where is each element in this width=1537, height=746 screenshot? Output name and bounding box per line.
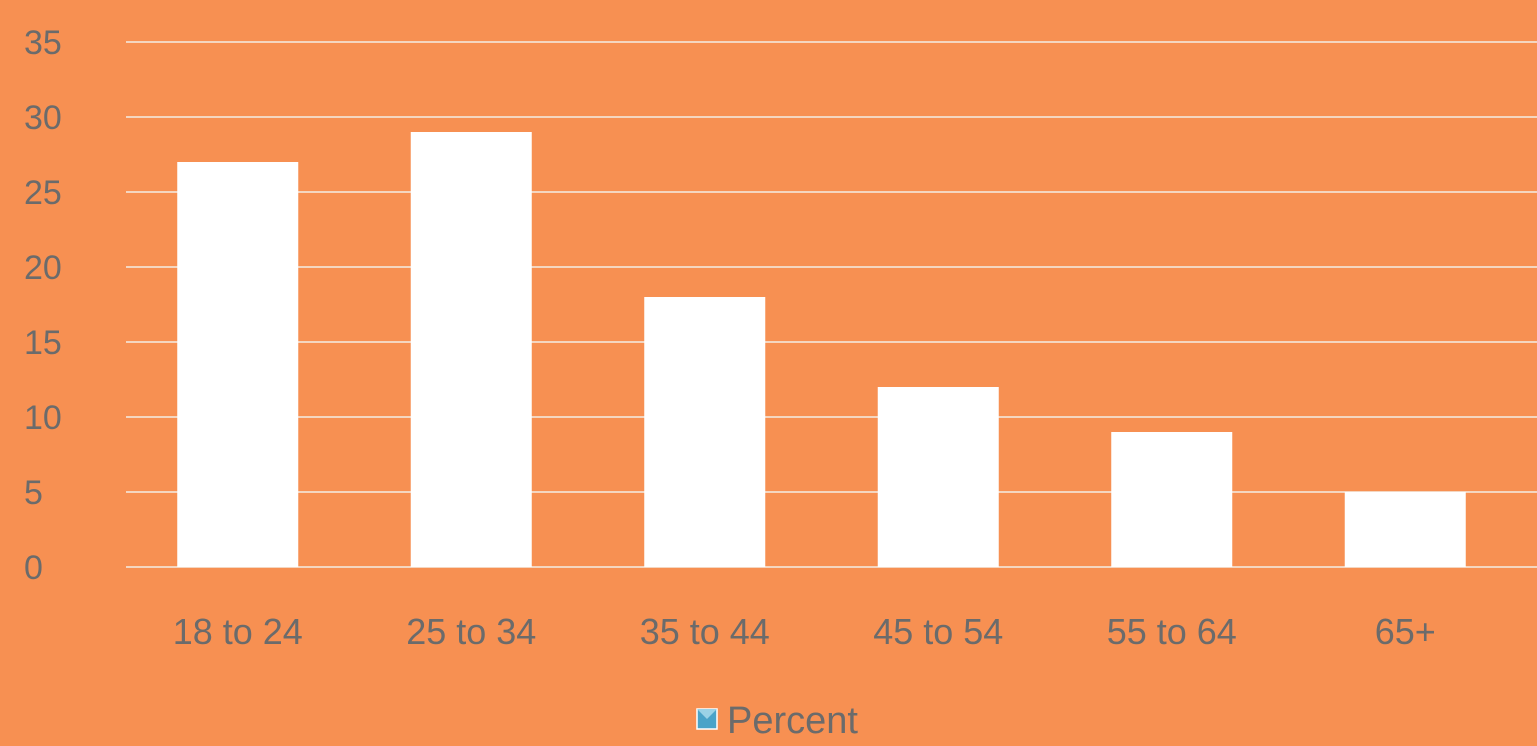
bar-4 [1111, 432, 1233, 567]
legend-swatch-highlight [697, 709, 717, 719]
legend: Percent [696, 700, 858, 742]
bar-2 [644, 297, 766, 567]
legend-label: Percent [727, 700, 858, 741]
x-category-label: 55 to 64 [1107, 611, 1237, 652]
x-category-label: 25 to 34 [406, 611, 536, 652]
x-axis-categories: 18 to 24 25 to 34 35 to 44 45 to 54 55 to 64… [173, 611, 1436, 652]
y-tick-label: 15 [24, 324, 62, 362]
x-category-label: 45 to 54 [873, 611, 1003, 652]
y-tick-label: 20 [24, 249, 62, 287]
x-category-label: 35 to 44 [640, 611, 770, 652]
x-category-label: 18 to 24 [173, 611, 303, 652]
bars [177, 132, 1466, 567]
gridlines [126, 41, 1537, 568]
y-tick-label: 35 [24, 24, 62, 62]
y-tick-label: 30 [24, 99, 62, 137]
bar-1 [410, 132, 532, 567]
bar-5 [1344, 492, 1466, 567]
bar-3 [877, 387, 999, 567]
y-tick-label: 25 [24, 174, 62, 212]
x-category-label: 65+ [1375, 611, 1436, 652]
y-tick-label: 0 [24, 549, 43, 587]
y-tick-label: 10 [24, 399, 62, 437]
y-tick-label: 5 [24, 474, 43, 512]
y-axis-ticks: 0 5 10 15 20 25 30 35 [24, 24, 62, 587]
bar-0 [177, 162, 299, 567]
